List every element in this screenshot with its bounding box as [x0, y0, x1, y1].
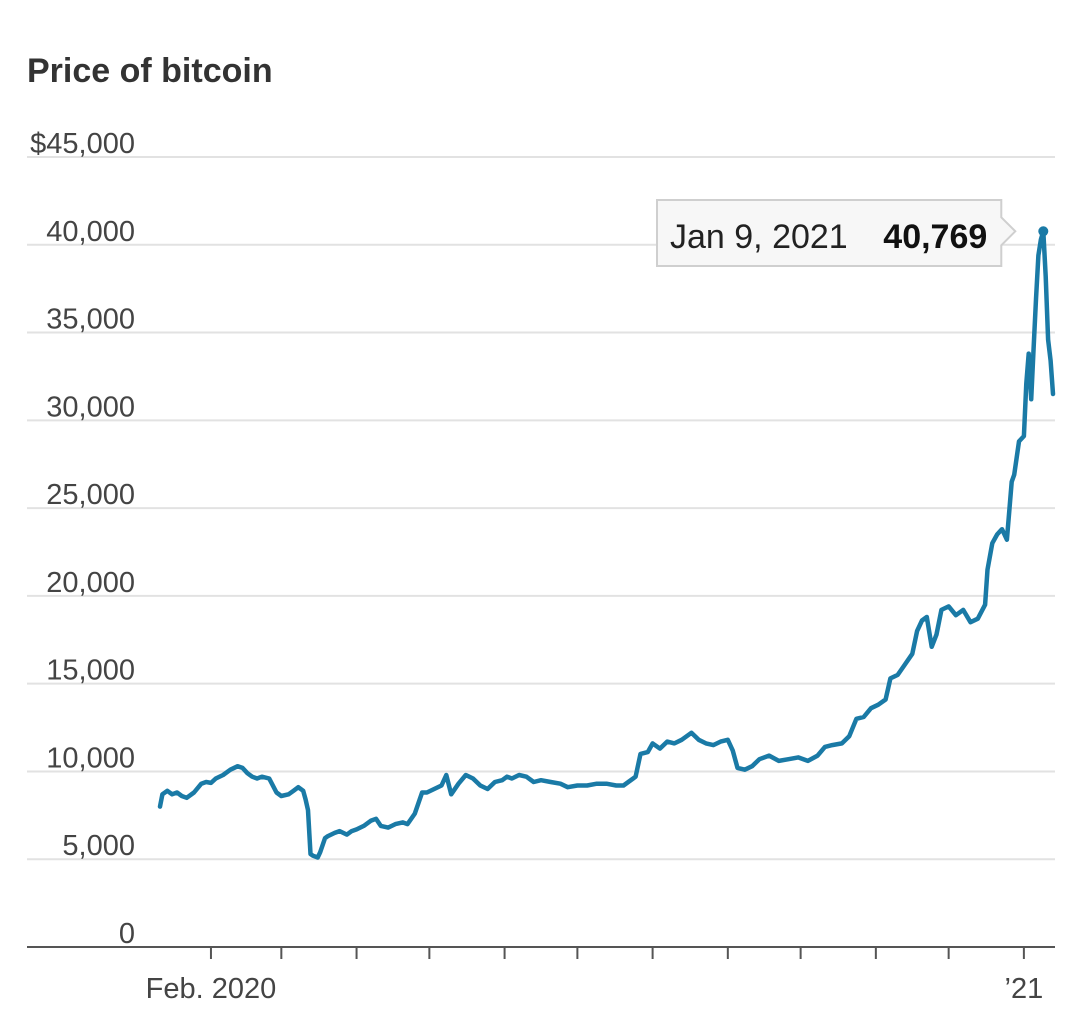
- x-tick-label: ’21: [1005, 973, 1044, 1005]
- y-tick-label: $45,000: [30, 128, 135, 160]
- tooltip-date-label: Jan 9, 2021: [670, 218, 848, 256]
- tooltip: Jan 9, 2021 40,769: [656, 199, 1017, 267]
- series-line-bitcoin-price: [157, 229, 1056, 860]
- tooltip-box: [656, 199, 1017, 267]
- gridlines: [27, 156, 1055, 861]
- y-tick-label: 0: [119, 918, 135, 950]
- x-tick-label: Feb. 2020: [146, 973, 277, 1005]
- y-tick-label: 5,000: [62, 830, 135, 862]
- y-tick-label: 10,000: [46, 742, 135, 774]
- x-axis-tick-labels: Feb. 2020 ’21: [146, 973, 1044, 1005]
- y-tick-label: 30,000: [46, 391, 135, 423]
- tooltip-value-label: 40,769: [883, 218, 987, 256]
- y-tick-label: 25,000: [46, 479, 135, 511]
- x-axis-ticks: [209, 947, 1025, 959]
- y-tick-label: 40,000: [46, 216, 135, 248]
- y-tick-label: 20,000: [46, 567, 135, 599]
- chart-title: Price of bitcoin: [27, 52, 273, 90]
- y-tick-label: 15,000: [46, 655, 135, 687]
- highlight-point: [1038, 226, 1049, 237]
- y-axis-tick-labels: 0 5,000 10,000 15,000 20,000 25,000 30,000 35,0…: [30, 128, 135, 950]
- y-tick-label: 35,000: [46, 304, 135, 336]
